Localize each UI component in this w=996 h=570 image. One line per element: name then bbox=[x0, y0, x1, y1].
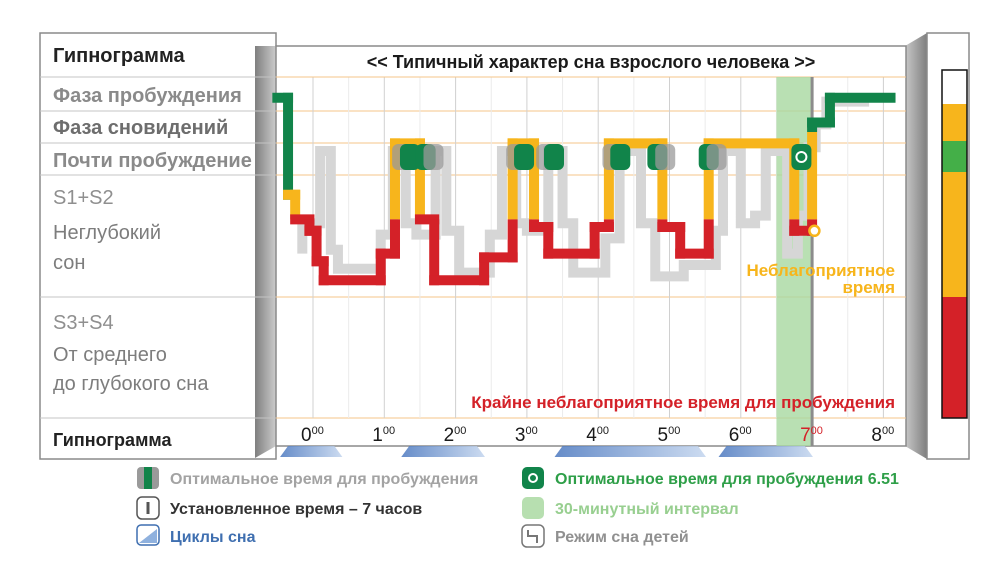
stage-label-deep: до глубокого сна bbox=[53, 373, 209, 395]
stage-color-border bbox=[941, 69, 968, 419]
x-tick-label: 300 bbox=[515, 425, 538, 446]
legend-label: Установленное время – 7 часов bbox=[170, 501, 422, 518]
sleep-cycle-mark bbox=[280, 446, 343, 457]
near-wake-marker-optimal bbox=[791, 144, 812, 170]
near-wake-marker-green bbox=[399, 144, 420, 170]
stage-label-rem: Фаза сновидений bbox=[53, 117, 228, 139]
legend-item-optimal-window: Оптимальное время для пробуждения bbox=[137, 467, 478, 489]
legend-child-sleep-icon-line bbox=[527, 530, 538, 543]
stage-color-segment bbox=[942, 172, 967, 297]
x-tick-label: 400 bbox=[586, 425, 609, 446]
stage-color-segment bbox=[942, 104, 967, 141]
sleep-cycles bbox=[280, 446, 813, 457]
x-tick-label: 700 bbox=[800, 425, 823, 446]
stage-label-deep: S3+S4 bbox=[53, 312, 114, 334]
near-wake-marker-green bbox=[514, 144, 535, 170]
sleep-cycle-mark bbox=[718, 446, 813, 457]
stage-label-light: S1+S2 bbox=[53, 187, 114, 209]
stage-label-light: сон bbox=[53, 252, 85, 274]
legend-item-alarm: Установленное время – 7 часов bbox=[136, 496, 422, 520]
sleep-cycle-mark bbox=[401, 446, 485, 457]
x-tick-label: 100 bbox=[372, 425, 395, 446]
legend-item-optimal-point: Оптимальное время для пробуждения 6.51 bbox=[522, 467, 899, 489]
x-axis-ticks: 000 100 200 300 400 500 600 700 800 bbox=[301, 425, 894, 446]
stage-label-light: Неглубокий bbox=[53, 222, 161, 244]
legend-label: Циклы сна bbox=[170, 529, 256, 546]
legend-label: 30-минутный интервал bbox=[555, 501, 739, 518]
unfavorable-point-icon bbox=[808, 224, 821, 238]
legend-optimal-window-icon-bar bbox=[144, 467, 152, 489]
near-wake-marker-grey bbox=[655, 144, 676, 170]
stage-label-near: Почти пробуждение bbox=[53, 150, 252, 172]
legend-interval-icon bbox=[522, 497, 544, 519]
chart-text: << Типичный характер сна взрослого челов… bbox=[367, 52, 895, 412]
optimal-point-icon bbox=[795, 151, 808, 163]
near-wake-marker-green bbox=[610, 144, 631, 170]
stage-labels: Фаза пробуждения Фаза сновидений Почти про… bbox=[53, 45, 252, 450]
stage-color-segment bbox=[942, 141, 967, 172]
legend-label: Режим сна детей bbox=[555, 529, 689, 546]
legend-item-cycles: Циклы сна bbox=[136, 524, 256, 546]
legend-optimal-point-icon bbox=[522, 467, 544, 489]
legend-optimal-point-dot bbox=[528, 473, 538, 483]
x-tick-label: 500 bbox=[658, 425, 681, 446]
near-wake-marker-green bbox=[543, 144, 564, 170]
x-tick-label: 000 bbox=[301, 425, 324, 446]
chart-title: << Типичный характер сна взрослого челов… bbox=[367, 52, 816, 72]
stage-color-segment bbox=[942, 70, 967, 104]
annotation-extreme: Крайне неблагоприятное время для пробужд… bbox=[471, 393, 895, 412]
stage-color-segment bbox=[942, 297, 967, 418]
footer-title: Гипнограмма bbox=[53, 430, 172, 450]
legend: Оптимальное время для пробуждения Оптимал… bbox=[136, 467, 899, 548]
legend-label: Оптимальное время для пробуждения 6.51 bbox=[555, 471, 899, 488]
legend-item-child-sleep: Режим сна детей bbox=[521, 524, 689, 548]
x-tick-label: 200 bbox=[444, 425, 467, 446]
near-wake-marker-grey bbox=[706, 144, 727, 170]
near-wake-marker-grey bbox=[423, 144, 444, 170]
x-tick-label: 800 bbox=[871, 425, 894, 446]
legend-item-interval: 30-минутный интервал bbox=[522, 497, 739, 519]
legend-label: Оптимальное время для пробуждения bbox=[170, 471, 478, 488]
annotation-unfavorable: Неблагоприятное bbox=[746, 261, 895, 280]
near-wake-markers bbox=[392, 144, 821, 238]
annotation-unfavorable-2: время bbox=[842, 278, 895, 297]
legend-cycles-icon-fill bbox=[139, 529, 157, 543]
stage-label-wake: Фаза пробуждения bbox=[53, 85, 242, 107]
x-tick-label: 600 bbox=[729, 425, 752, 446]
sleep-cycle-mark bbox=[554, 446, 707, 457]
header-title: Гипнограмма bbox=[53, 45, 186, 67]
stage-label-deep: От среднего bbox=[53, 344, 167, 366]
stage-color-bar bbox=[941, 69, 968, 419]
